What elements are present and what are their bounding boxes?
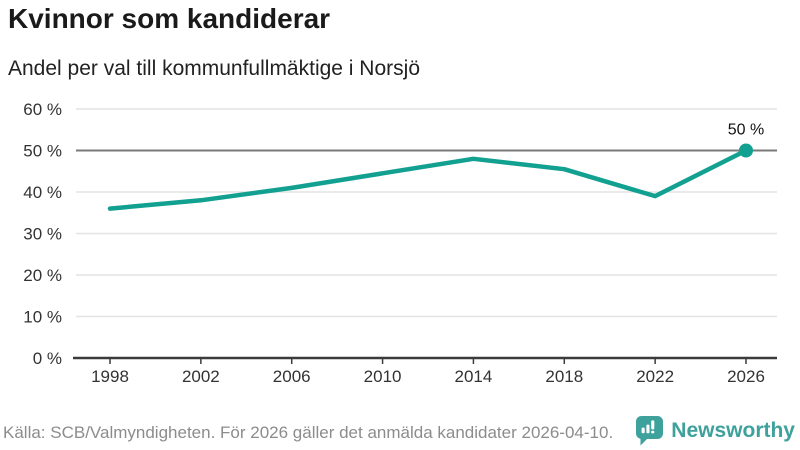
x-tick-label-1998: 1998 [91,367,129,386]
y-tick-label-60: 60 % [23,100,62,119]
x-tick-label-2018: 2018 [545,367,583,386]
exclamation-stem [651,420,655,430]
y-tick-label-30: 30 % [23,225,62,244]
end-point-marker [739,143,753,158]
brand-name: Newsworthy [671,418,795,442]
x-tick-label-2014: 2014 [455,367,493,386]
y-tick-label-10: 10 % [23,308,62,327]
newsworthy-brand: Newsworthy [635,415,795,446]
bar-chart-glyph [641,420,655,434]
line-chart: 0 % 10 % 20 % 30 % 40 % 50 % 60 % 1998 2002 2006 2… [23,100,777,386]
x-tick-label-2010: 2010 [364,367,402,386]
y-tick-label-20: 20 % [23,266,62,285]
y-tick-label-50: 50 % [23,142,62,161]
x-tick-label-2006: 2006 [273,367,311,386]
exclamation-dot [651,430,655,434]
y-tick-label-0: 0 % [33,349,62,368]
chart-footer: Källa: SCB/Valmyndigheten. För 2026 gäll… [0,414,800,450]
x-tick-label-2002: 2002 [182,367,220,386]
newsworthy-logo-icon [636,416,664,446]
source-note: Källa: SCB/Valmyndigheten. För 2026 gäll… [3,423,614,442]
data-line [107,148,749,211]
end-point-label: 50 % [728,122,764,139]
chart-subtitle: Andel per val till kommunfullmäktige i N… [8,57,420,80]
x-tick-label-2022: 2022 [636,367,674,386]
page-title: Kvinnor som kandiderar [8,3,331,34]
y-tick-label-40: 40 % [23,183,62,202]
x-tick-label-2026: 2026 [727,367,765,386]
